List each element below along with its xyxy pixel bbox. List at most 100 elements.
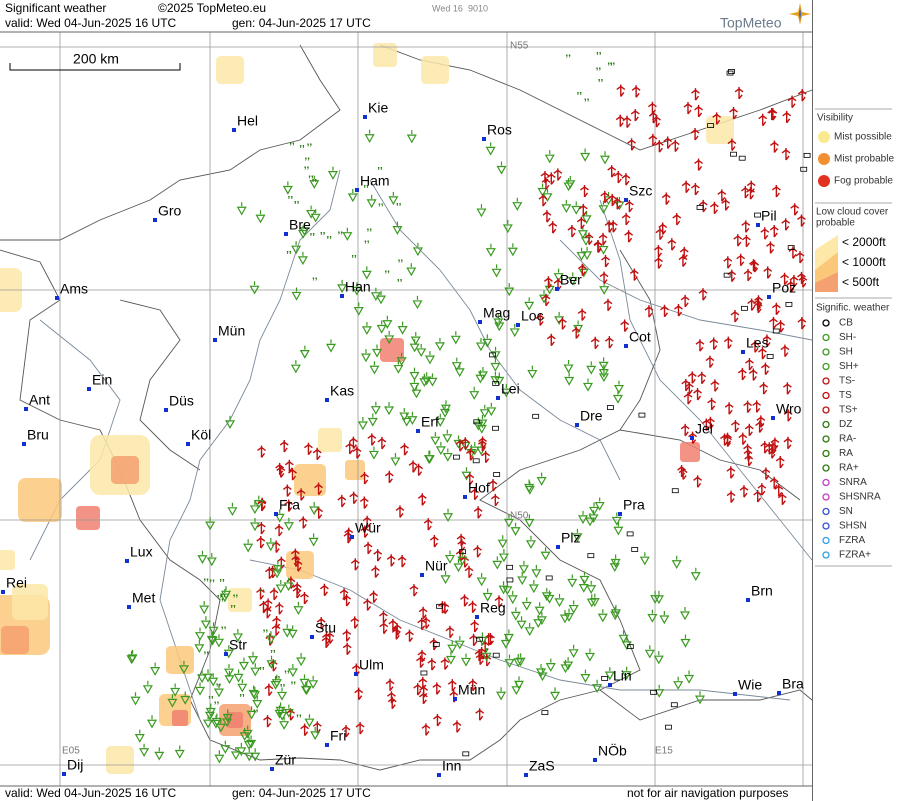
thunder-symbol [743, 448, 753, 461]
legend-item: SH+ [839, 361, 859, 372]
shower-symbol [485, 142, 496, 156]
city-label: Dre [580, 408, 603, 424]
thunder-symbol [690, 128, 700, 141]
city-label: NÖb [598, 742, 627, 759]
shower-symbol [384, 401, 395, 416]
thunder-symbol [783, 436, 793, 450]
legend-item: Mist possible [834, 132, 892, 143]
city-label: Rei [6, 575, 27, 591]
city-dot [771, 416, 775, 420]
drizzle-symbol: ,, [275, 670, 281, 681]
thunder-symbol [770, 437, 780, 450]
city-dot [270, 767, 274, 771]
thunder-symbol [371, 565, 380, 578]
drizzle-symbol: ,, [610, 56, 616, 67]
thunder-symbol [762, 334, 772, 347]
shower-symbol [476, 573, 487, 587]
thunder-symbol [598, 232, 608, 246]
shower-symbol [568, 644, 579, 659]
city-dot [186, 442, 190, 446]
city-dot [516, 323, 520, 327]
city-label: Ein [92, 372, 112, 388]
thunder-symbol [680, 294, 690, 308]
thunder-symbol [571, 326, 581, 339]
valid-time: valid: Wed 04-Jun-2025 16 UTC [5, 16, 177, 30]
shower-symbol [581, 210, 592, 225]
thunder-symbol [257, 445, 266, 458]
cloud-area [12, 584, 48, 620]
thunder-symbol [535, 313, 545, 326]
thunder-symbol [460, 437, 470, 450]
thunder-symbol [577, 308, 587, 321]
city-label: Bru [27, 427, 49, 443]
thunder-symbol [457, 539, 467, 552]
thunder-symbol [369, 590, 379, 604]
drizzle-symbol: ,, [577, 85, 583, 96]
thunder-symbol [416, 655, 425, 669]
shower-symbol [475, 338, 486, 352]
thunder-symbol [417, 617, 427, 631]
shower-symbol [396, 352, 407, 366]
shower-symbol [528, 579, 539, 594]
thunder-symbol [768, 108, 778, 121]
thunder-symbol [264, 683, 274, 697]
shower-symbol [567, 574, 578, 588]
shower-symbol [549, 687, 561, 701]
shower-symbol [445, 651, 456, 665]
thunder-symbol [417, 493, 427, 506]
shower-symbol [589, 593, 600, 607]
shower-symbol [454, 636, 465, 650]
shower-symbol [509, 323, 520, 338]
thunder-symbol [776, 320, 786, 333]
thunder-symbol [790, 203, 800, 216]
cb-symbol [638, 412, 646, 418]
shower-symbol [485, 243, 496, 257]
thunder-symbol [678, 254, 688, 267]
thunder-symbol [292, 582, 302, 595]
shower-symbol [337, 279, 348, 294]
city-label: Poz [772, 280, 796, 296]
city-label: Fri [330, 728, 346, 744]
city-label: Ham [360, 173, 390, 189]
shower-symbol [227, 502, 238, 517]
thunder-symbol [466, 448, 475, 461]
thunder-symbol [724, 402, 734, 415]
shower-symbol [167, 694, 178, 708]
drizzle-symbol: ,, [284, 664, 290, 675]
city-label: Hel [237, 113, 258, 129]
cb-symbol [473, 419, 481, 425]
city-dot [746, 598, 750, 602]
shower-symbol [568, 600, 579, 614]
thunder-symbol [363, 541, 373, 555]
shower-symbol [283, 577, 294, 592]
footer-generated: gen: 04-Jun-2025 17 UTC [232, 786, 371, 800]
shower-symbol [510, 522, 521, 536]
thunder-symbol [275, 462, 285, 476]
shower-symbol [586, 361, 597, 375]
thunder-symbol [698, 288, 708, 301]
cb-symbol [671, 488, 679, 494]
city-label: Inn [442, 758, 461, 774]
drizzle-symbol: ,, [214, 695, 220, 706]
shower-symbol [126, 650, 137, 665]
thunder-symbol [379, 621, 389, 635]
shower-symbol [447, 640, 458, 654]
thunder-symbol [319, 583, 329, 597]
shower-symbol [222, 709, 233, 723]
grid-label: E05 [62, 746, 80, 757]
city-dot [127, 605, 131, 609]
city-label: Stu [315, 620, 336, 636]
thunder-symbol [721, 198, 731, 211]
thunder-symbol [734, 86, 744, 100]
cloud-area [1, 626, 29, 654]
legend-item: CB [839, 318, 853, 329]
thunder-symbol [590, 336, 600, 350]
drizzle-symbol: ,, [239, 688, 245, 699]
legend-item: SH [839, 347, 853, 358]
legend-heading: Low cloud cover [816, 207, 889, 218]
cloud-area [106, 746, 134, 774]
thunder-symbol [743, 268, 753, 282]
cloud-area [380, 338, 404, 362]
shower-symbol [266, 655, 277, 670]
city-dot [22, 442, 26, 446]
